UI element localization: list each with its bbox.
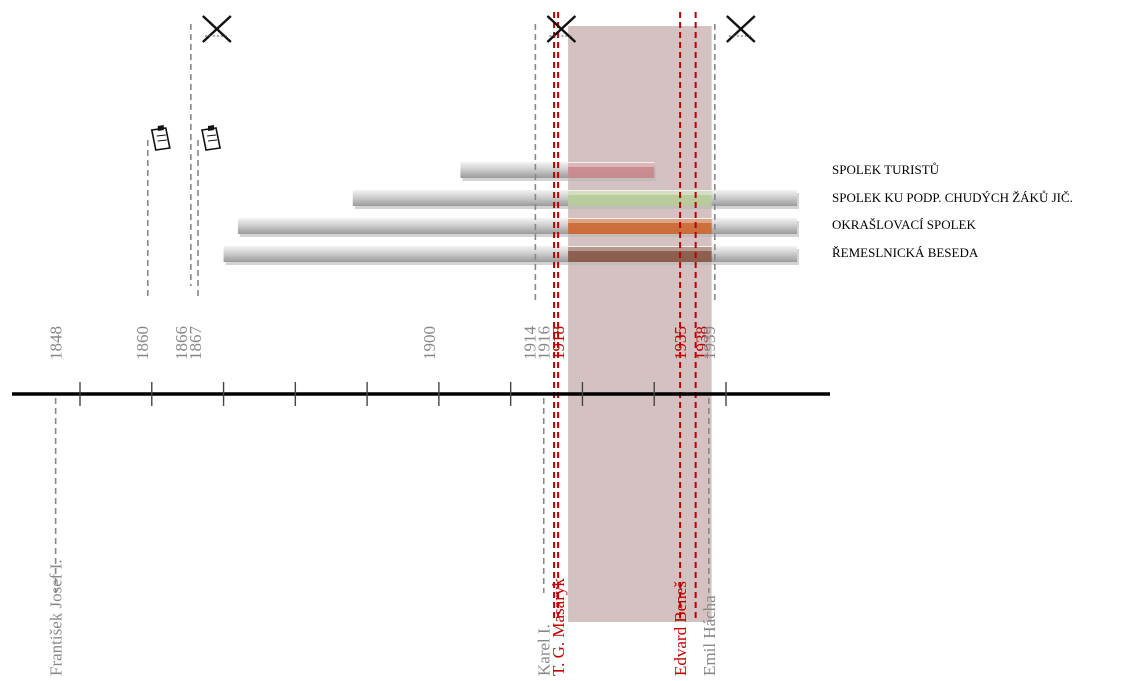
year-label: 1938 [693,326,712,360]
crossed-swords-icon [546,15,577,43]
document-clip [208,125,215,131]
document-line [157,139,167,142]
document-line [207,139,218,142]
society-bar-highlight [568,219,712,223]
year-label: 1939 [700,326,719,360]
legend-item-okraslovaci-spolek: OKRAŠLOVACÍ SPOLEK [832,217,976,232]
year-label: 1916 [535,326,554,360]
society-bar-highlight [568,247,712,251]
year-label: 1918 [549,326,568,360]
document-icon [150,125,171,151]
legend-item-remeslnicka-beseda: ŘEMESLNICKÁ BESEDA [832,245,979,260]
document-line [156,134,166,137]
year-label: 1914 [520,326,539,361]
year-label: 1860 [133,326,152,360]
legend-item-spolek-turistu: SPOLEK TURISTŮ [832,162,940,177]
legend-item-spolek-ku-podp-chudych-zaku: SPOLEK KU PODP. CHUDÝCH ŽÁKŮ JIČ. [832,190,1073,205]
year-label: 1900 [420,326,439,360]
document-sheet [201,127,221,151]
society-bar-period-segment [568,247,712,262]
sword-blade [726,15,756,43]
person-name: Edvard Beneš [671,581,690,676]
sword-blade [546,15,577,43]
year-label: 1935 [671,326,690,360]
sword-blade [202,15,232,43]
document-icon [201,125,221,151]
year-label: 1848 [47,326,66,360]
document-clip [157,125,164,131]
society-bar-highlight [568,163,655,167]
document-line [206,134,217,137]
period-band [568,26,712,622]
document-sheet [150,127,171,151]
person-name: T. G. Masaryk [549,578,568,676]
person-name: František Josef I. [47,559,66,676]
crossed-swords-icon [726,15,756,43]
society-bar-highlight [568,191,712,195]
person-name: Karel I. [535,624,554,676]
society-bar-period-segment [568,219,712,234]
year-label: 1867 [186,326,205,361]
society-bar-period-segment [568,191,712,206]
person-name: Emil Hácha [700,595,719,676]
society-bar-period-segment [568,163,655,178]
crossed-swords-icon [202,15,232,43]
year-label: 1866 [172,326,191,360]
society-bar [237,218,797,234]
